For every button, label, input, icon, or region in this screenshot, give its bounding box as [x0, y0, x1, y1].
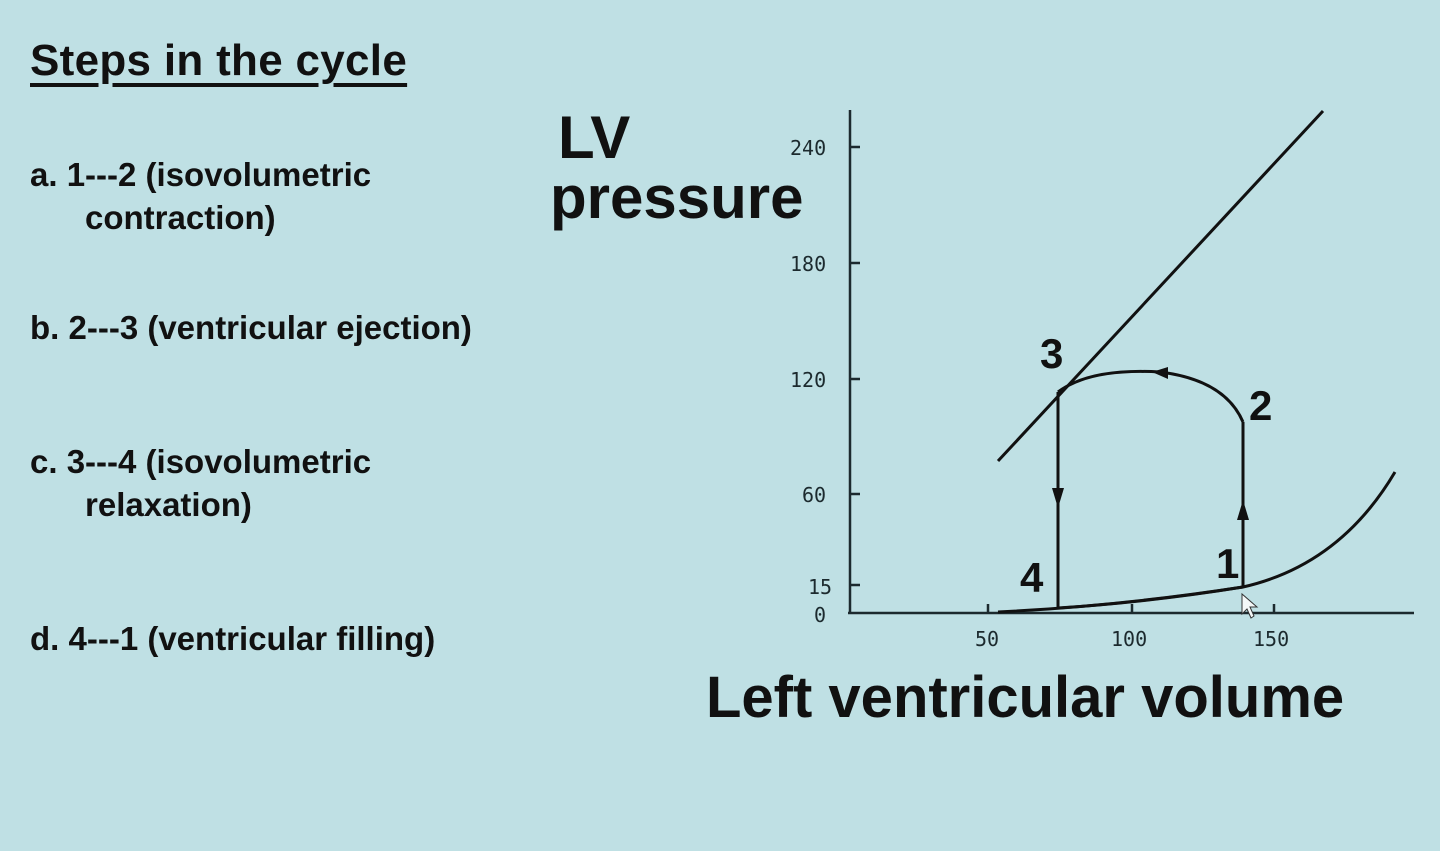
- arrow-up-icon: [1237, 500, 1249, 520]
- point-label-1: 1: [1216, 540, 1239, 587]
- y-axis-label-line1: LV: [558, 104, 631, 171]
- mouse-cursor-icon: [1241, 592, 1259, 619]
- y-tick-15: 15: [808, 575, 832, 599]
- x-axis: [848, 604, 1414, 615]
- point-label-2: 2: [1249, 382, 1272, 429]
- slide-title: Steps in the cycle: [30, 36, 408, 85]
- y-axis-label-line2: pressure: [550, 164, 804, 231]
- arrow-down-icon: [1052, 488, 1064, 508]
- step-a: a. 1---2 (isovolumetric contraction): [30, 153, 371, 239]
- step-d: d. 4---1 (ventricular filling): [30, 617, 435, 660]
- arrow-left-icon: [1152, 367, 1168, 379]
- espvr-line: [996, 109, 1325, 463]
- step-c: c. 3---4 (isovolumetric relaxation): [30, 440, 371, 526]
- step-a-line1: a. 1---2 (isovolumetric: [30, 156, 372, 193]
- step-b-line1: b. 2---3 (ventricular ejection): [30, 309, 472, 346]
- x-tick-150: 150: [1253, 627, 1289, 651]
- step-a-line2: contraction): [85, 199, 276, 236]
- step-d-line1: d. 4---1 (ventricular filling): [30, 620, 436, 657]
- x-tick-50: 50: [975, 627, 999, 651]
- y-axis: [848, 110, 860, 613]
- step-c-line1: c. 3---4 (isovolumetric: [30, 443, 372, 480]
- step-c-line2: relaxation): [85, 486, 252, 523]
- y-tick-240: 240: [790, 136, 826, 160]
- point-label-4: 4: [1020, 554, 1044, 601]
- point-label-3: 3: [1040, 330, 1063, 377]
- y-tick-180: 180: [790, 252, 826, 276]
- step-b: b. 2---3 (ventricular ejection): [30, 306, 472, 349]
- y-tick-0: 0: [814, 603, 826, 627]
- y-axis-label: LV pressure: [550, 108, 803, 228]
- y-tick-60: 60: [802, 483, 826, 507]
- y-tick-120: 120: [790, 368, 826, 392]
- x-tick-100: 100: [1111, 627, 1147, 651]
- x-axis-label: Left ventricular volume: [706, 665, 1345, 730]
